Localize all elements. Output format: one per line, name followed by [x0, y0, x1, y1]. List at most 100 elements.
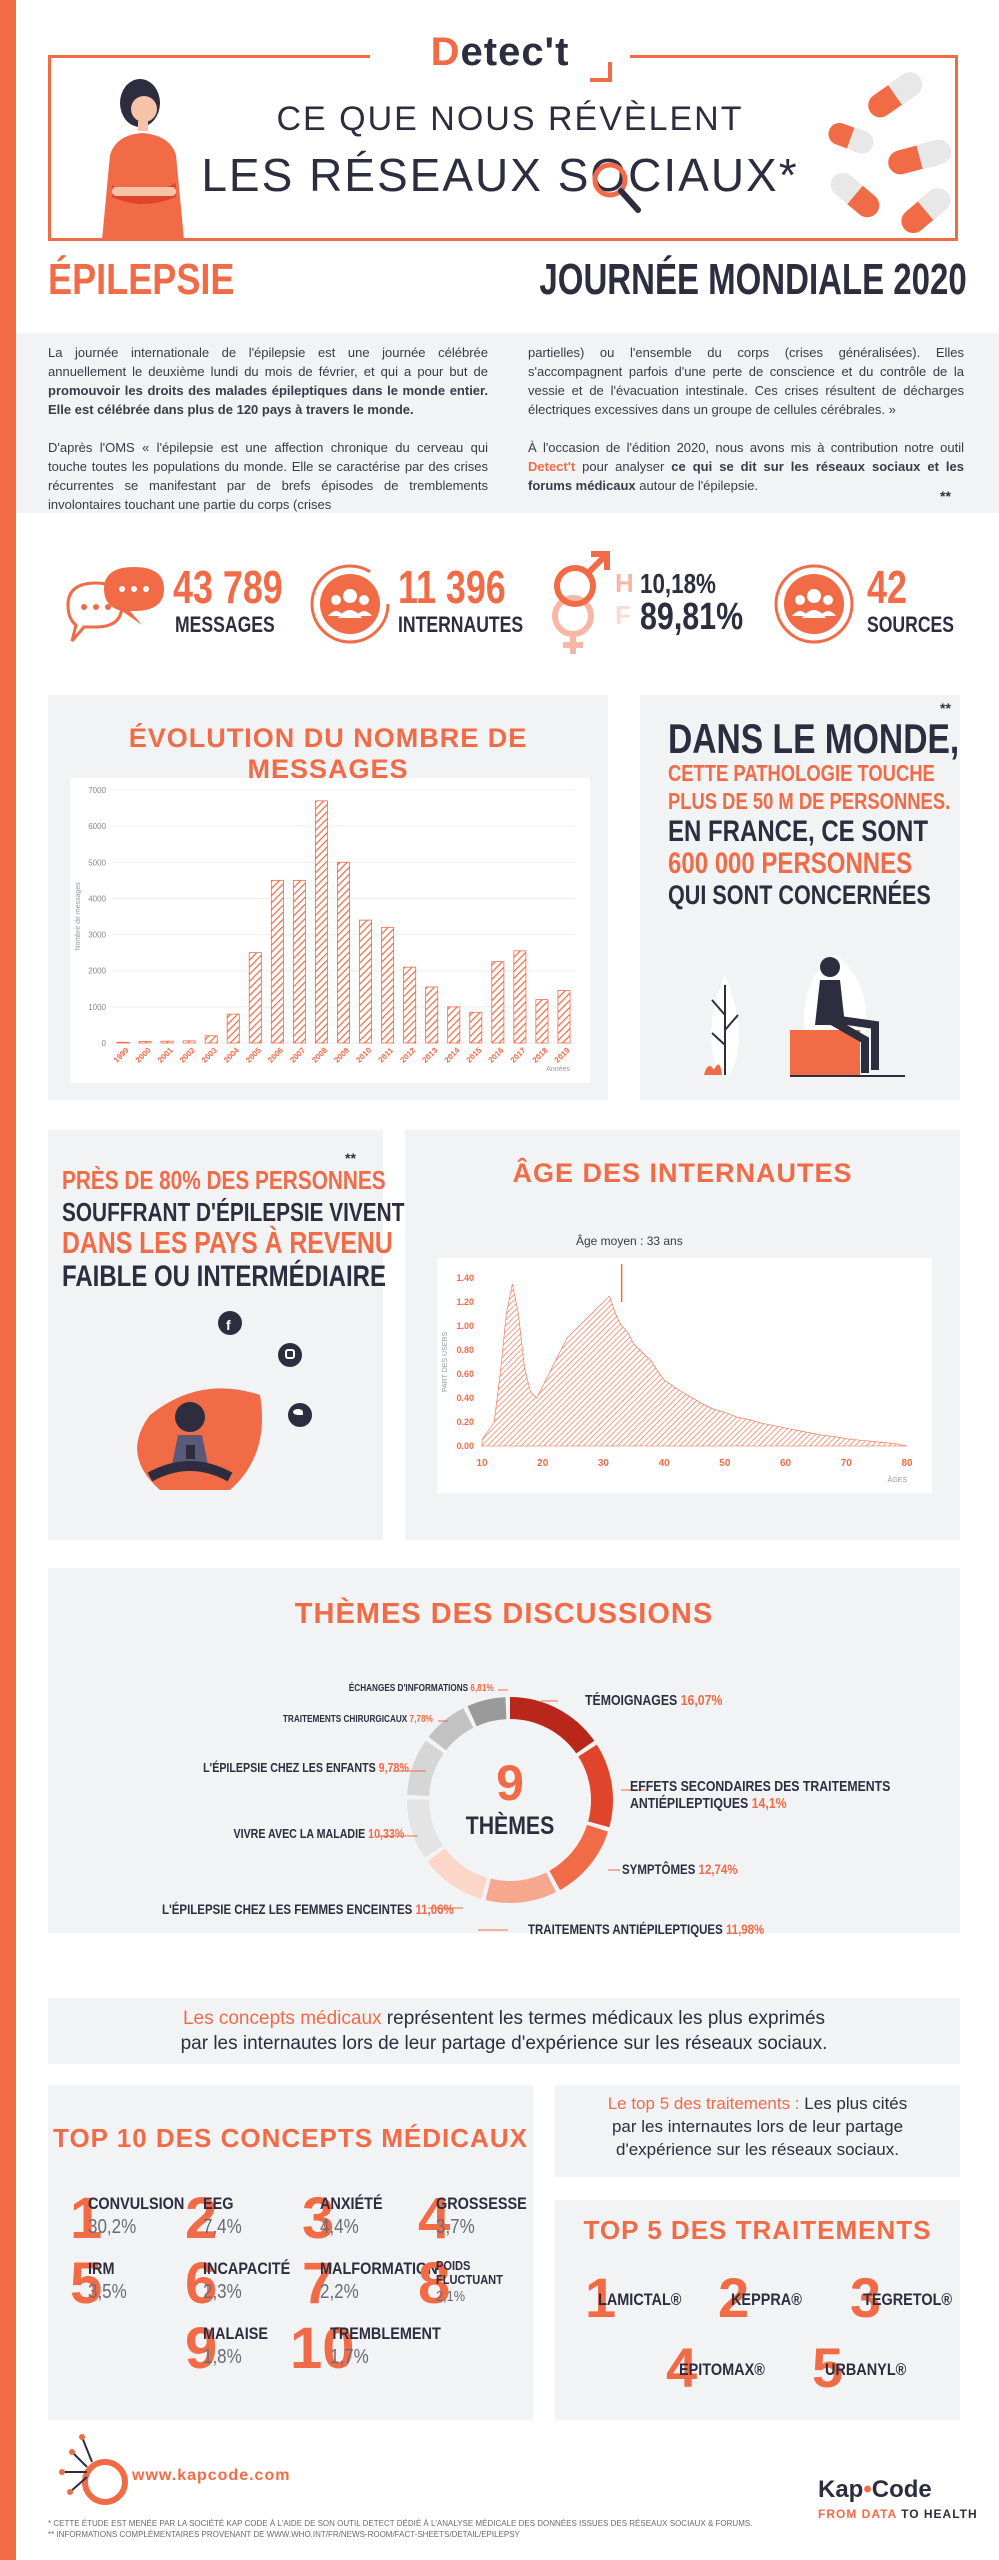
male-letter: H	[615, 568, 634, 598]
bar-x-tick: 2018	[531, 1045, 550, 1064]
themes-donut-chart	[407, 1697, 613, 1903]
themes-center-label: THÈMES	[465, 1812, 555, 1840]
bar-2012	[403, 966, 417, 1044]
bar-x-tick: 2016	[487, 1045, 506, 1064]
kapcode-brand: Kap•Code	[818, 2476, 932, 2503]
donut-slice-5	[427, 1848, 488, 1899]
female-letter: F	[615, 600, 631, 630]
top10-rank: 5	[70, 2251, 103, 2316]
age-y-tick: 0.20	[456, 1417, 474, 1427]
bar-x-tick: 2010	[354, 1045, 373, 1064]
top10-percentage: 7,4%	[203, 2216, 242, 2238]
top10-rank: 3	[302, 2186, 335, 2251]
kapcode-brain-icon	[59, 2434, 128, 2505]
pays-line3: DANS LES PAYS À REVENU	[62, 1225, 393, 1260]
stat-messages-label: MESSAGES	[175, 612, 275, 637]
woman-illustration	[102, 79, 184, 240]
bar-y-tick: 0	[102, 1039, 107, 1048]
top10-name: INCAPACITÉ	[203, 2259, 291, 2278]
intro-p2: D'après l'OMS « l'épilepsie est une affe…	[48, 440, 488, 512]
donut-slice-2	[578, 1744, 613, 1828]
donut-slice-4	[485, 1872, 556, 1903]
twitter-icon	[293, 1409, 303, 1415]
instagram-icon	[285, 1349, 295, 1359]
intro-panel	[16, 333, 999, 513]
top5-name: TEGRETOL®	[863, 2290, 953, 2309]
top5-title: TOP 5 DES TRAITEMENTS	[583, 2215, 932, 2245]
bar-2008	[314, 800, 328, 1044]
top10-panel	[48, 2085, 533, 2420]
top10-name: GROSSESSE	[436, 2194, 527, 2213]
bar-2001	[160, 1040, 174, 1044]
theme-label-4: TRAITEMENTS ANTIÉPILEPTIQUES 11,98%	[528, 1921, 765, 1937]
stat-users-label: INTERNAUTES	[398, 612, 524, 637]
bar-x-tick: 2009	[332, 1045, 351, 1064]
magnifier-icon	[592, 162, 641, 213]
bar-x-tick: 2002	[178, 1045, 197, 1064]
bar-x-tick: 2005	[244, 1045, 263, 1064]
bar-2016	[491, 961, 505, 1044]
monde-line4: EN FRANCE, CE SONT	[668, 815, 929, 848]
age-y-tick: 0.60	[456, 1369, 474, 1379]
bar-x-tick: 2004	[222, 1045, 241, 1064]
bar-x-tick: 2012	[398, 1045, 417, 1064]
users-group-icon	[310, 564, 390, 644]
top5-rank: 1	[585, 2266, 617, 2329]
bar-2014	[447, 1006, 461, 1044]
themes-title: THÈMES DES DISCUSSIONS	[294, 1598, 714, 1630]
pays-stars: **	[345, 1150, 356, 1166]
stat-messages-value: 43 789	[173, 561, 283, 613]
bar-x-tick: 2011	[377, 1046, 396, 1065]
female-percentage: 89,81%	[640, 596, 744, 638]
kapcode-url[interactable]: www.kapcode.com	[132, 2467, 291, 2484]
header-title-line1: CE QUE NOUS RÉVÈLENT	[276, 100, 744, 138]
top5-panel	[555, 2200, 960, 2420]
bar-2005	[248, 952, 262, 1044]
top5-name: URBANYL®	[825, 2360, 907, 2379]
top10-name: TREMBLEMENT	[330, 2324, 441, 2343]
woman-phone-illustration	[137, 1311, 312, 1490]
top10-rank: 9	[185, 2316, 218, 2381]
intro-col-left: La journée internationale de l'épilepsie…	[48, 343, 488, 514]
top10-name: MALAISE	[203, 2324, 269, 2343]
bar-2002	[182, 1040, 196, 1044]
top5-rank: 5	[812, 2336, 844, 2399]
bar-1999	[116, 1041, 130, 1044]
detect-logo: Detec't	[430, 30, 570, 74]
top5-note-text: Le top 5 des traitements : Les plus cité…	[607, 2094, 908, 2159]
top10-rank: 6	[185, 2251, 218, 2316]
themes-center-number: 9	[496, 1755, 524, 1811]
bar-2000	[138, 1041, 152, 1044]
intro-footnote-stars: **	[940, 488, 951, 504]
pays-line1: PRÈS DE 80% DES PERSONNES	[62, 1165, 386, 1195]
donut-slice-8	[428, 1708, 474, 1751]
male-percentage: 10,18%	[640, 568, 716, 599]
bar-y-tick: 5000	[88, 858, 106, 867]
man-sitting-illustration	[704, 955, 905, 1077]
logo-gap	[370, 40, 630, 80]
header-title-line2: LES RÉSEAUX SOCIAUX*	[201, 149, 799, 201]
theme-label-2: EFFETS SECONDAIRES DES TRAITEMENTS ANTIÉP…	[630, 1778, 891, 1812]
bar-x-tick: 2013	[420, 1045, 439, 1064]
top10-title: TOP 10 DES CONCEPTS MÉDICAUX	[53, 2123, 528, 2153]
top10-rank: 8	[418, 2251, 451, 2316]
bar-x-tick: 2008	[310, 1045, 329, 1064]
bar-2009	[337, 861, 350, 1044]
monde-line2: CETTE PATHOLOGIE TOUCHE	[668, 760, 935, 786]
monde-line3: PLUS DE 50 M DE PERSONNES.	[668, 788, 951, 814]
age-y-tick: 0.40	[456, 1393, 474, 1403]
sources-users-icon	[774, 564, 854, 644]
donut-slice-9	[467, 1697, 507, 1727]
heading-epilepsie: ÉPILEPSIE	[48, 255, 235, 304]
top10-name: ANXIÉTÉ	[320, 2194, 383, 2213]
chat-bubbles-icon	[66, 567, 164, 642]
top10-rank: 10	[290, 2316, 355, 2381]
top10-percentage: 2,3%	[203, 2281, 242, 2303]
top10-percentage: 2,1%	[436, 2288, 466, 2305]
intro-p3: partielles) ou l'ensemble du corps (cris…	[528, 345, 964, 417]
theme-label-1: TÉMOIGNAGES 16,07%	[585, 1692, 723, 1709]
bar-x-tick: 1999	[112, 1045, 131, 1064]
top10-percentage: 1,7%	[330, 2346, 369, 2368]
monde-line6: QUI SONT CONCERNÉES	[668, 880, 931, 910]
bar-2007	[292, 879, 306, 1044]
